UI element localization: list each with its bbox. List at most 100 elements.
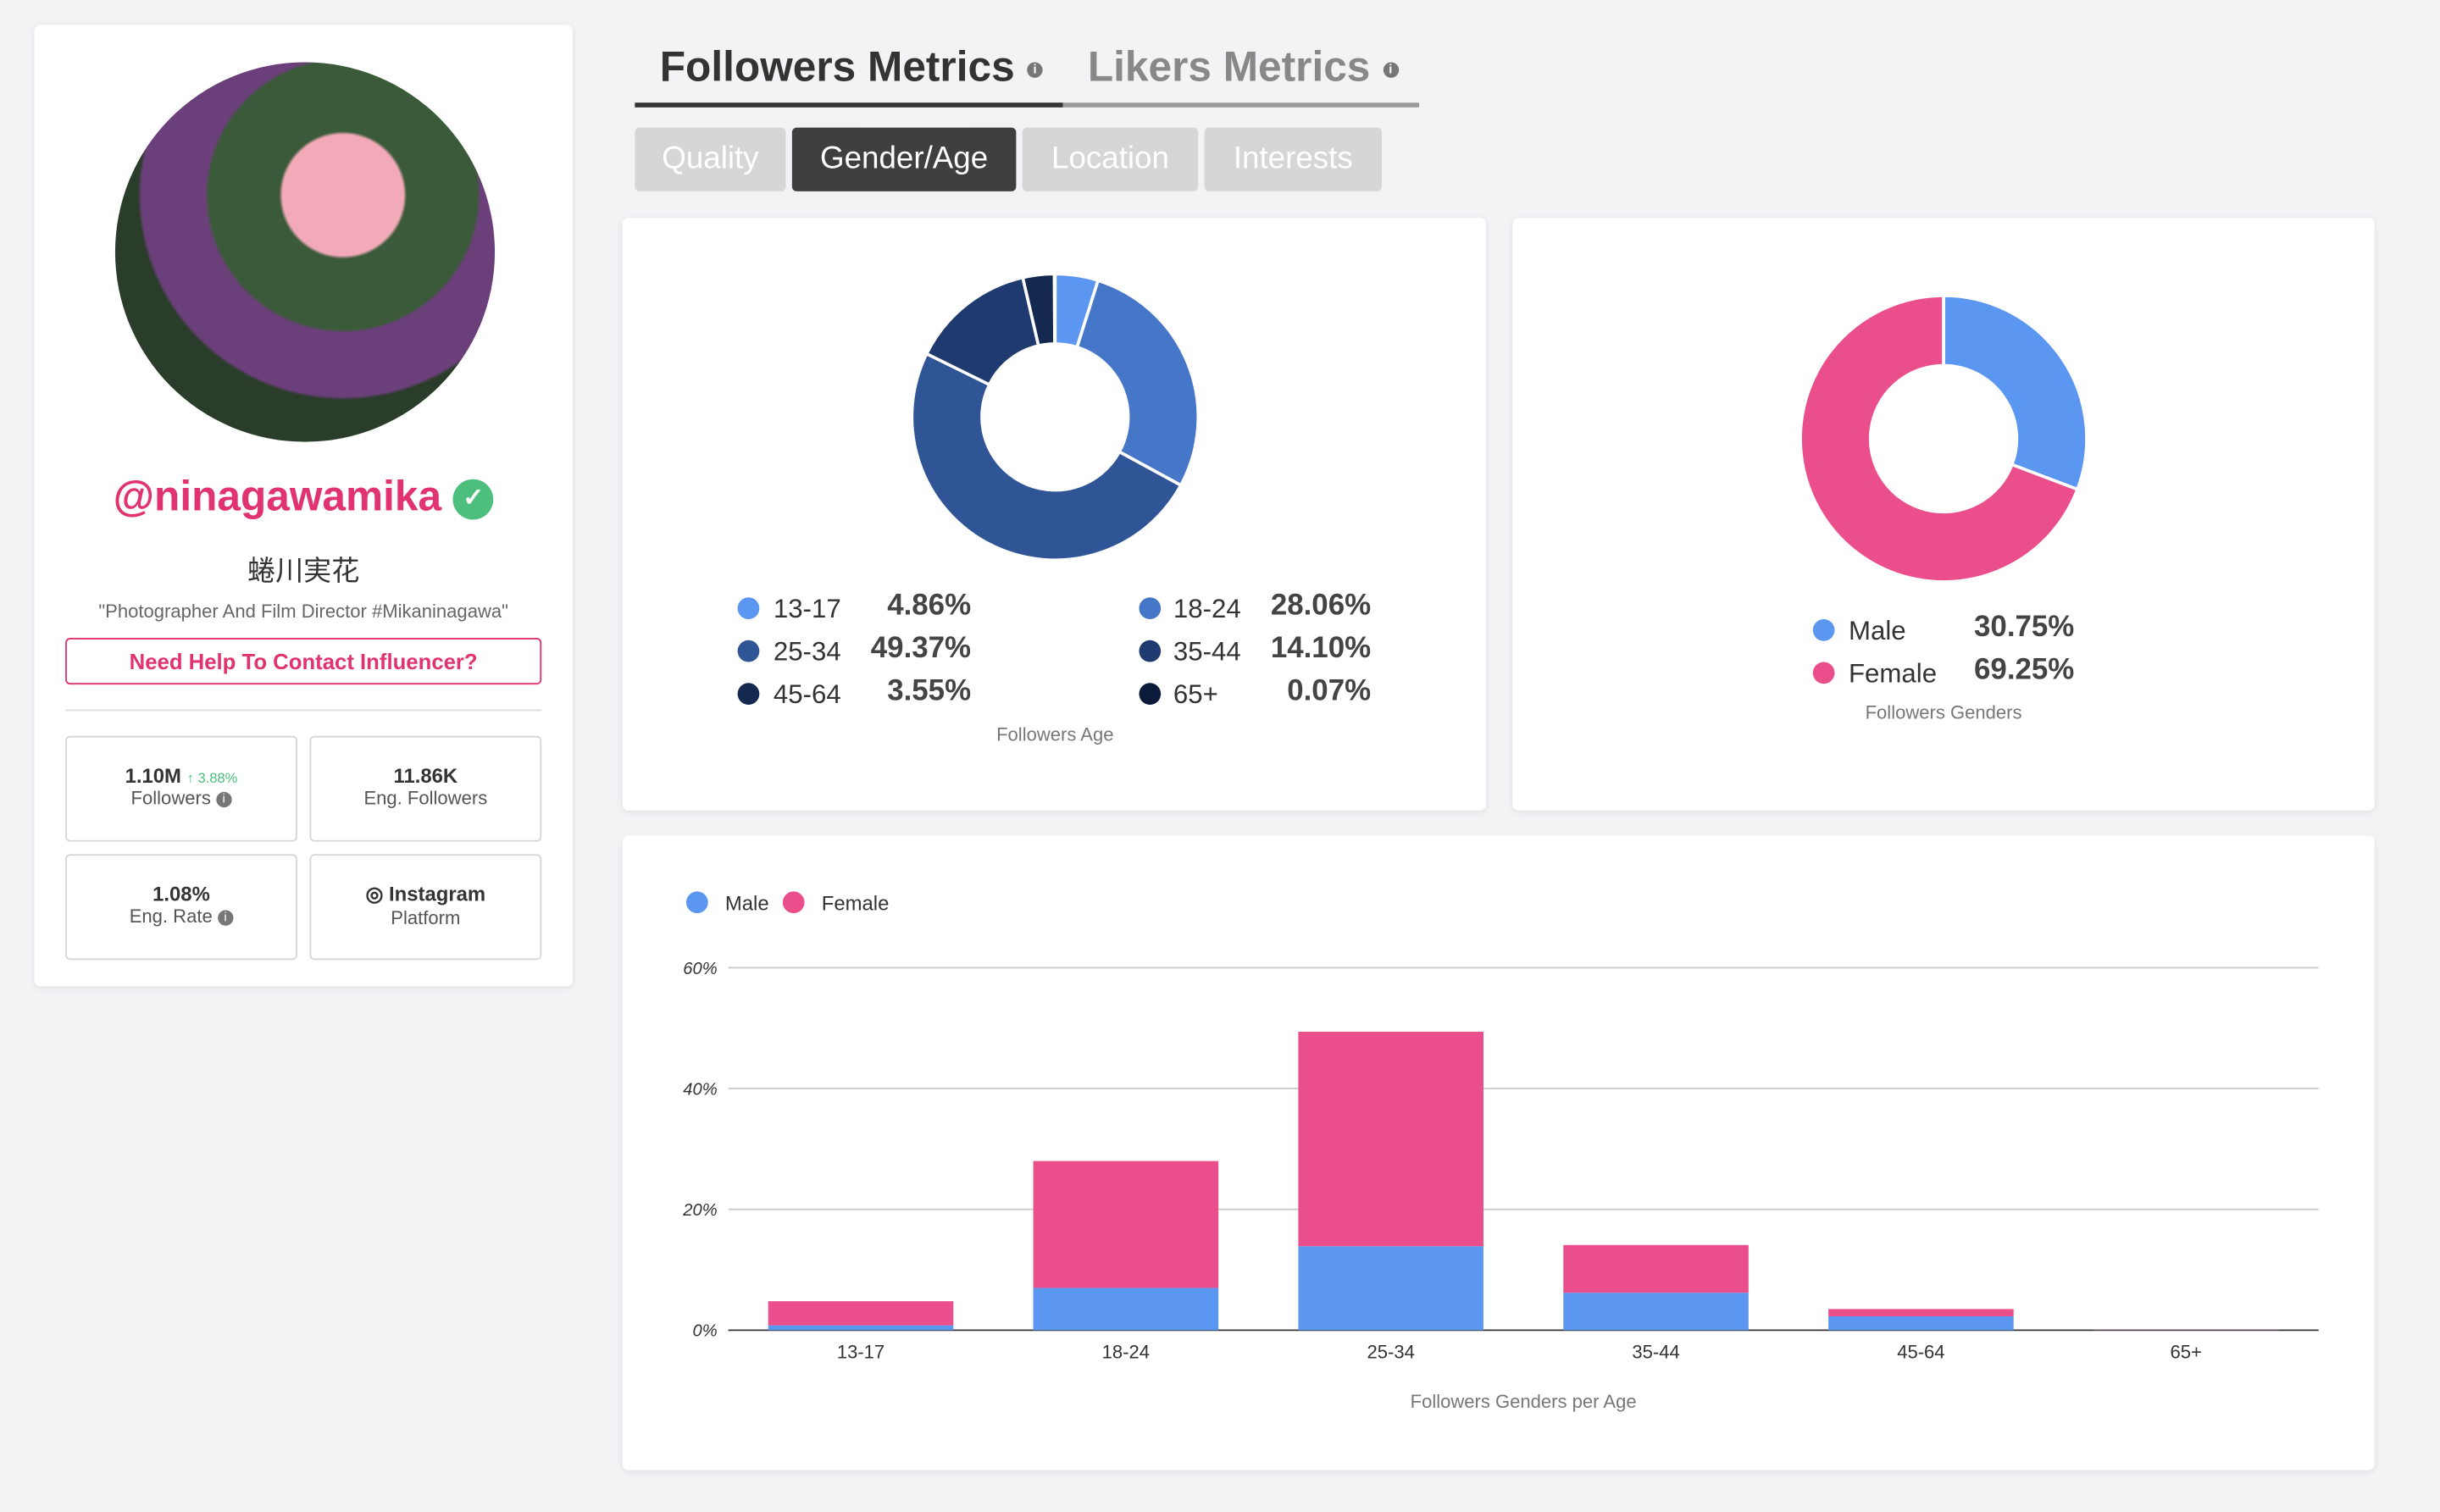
- legend-marker: [737, 683, 760, 706]
- handle-row: @ninagawamika ✓: [34, 473, 572, 521]
- subtab[interactable]: Quality: [635, 127, 786, 191]
- stat-change: ↑ 3.88%: [186, 770, 238, 786]
- handle: @ninagawamika: [113, 473, 442, 520]
- stat-value-text: Instagram: [389, 882, 486, 906]
- chart: Male 30.75% Female 69.25% Followers Genders: [1799, 294, 2088, 723]
- chart: 13-17 4.86% 18-24 28.06% 25-34 49.37% 35-44 14.…: [737, 272, 1371, 745]
- tab-underline-active: [635, 102, 1063, 108]
- bar-segment: [768, 1301, 954, 1326]
- info-icon: i: [1383, 62, 1399, 78]
- legend-label: 65+: [1173, 679, 1218, 709]
- legend-marker: [737, 597, 760, 620]
- bio: "Photographer And Film Director #Mikanin…: [98, 600, 508, 623]
- chart-card: Male 30.75% Female 69.25% Followers Genders: [1512, 218, 2375, 811]
- avatar: [114, 62, 496, 442]
- tab-label: Followers Metrics: [659, 43, 1015, 91]
- bar-segment: [1828, 1309, 2014, 1316]
- info-icon[interactable]: i: [216, 791, 232, 807]
- legend-label: Female: [822, 892, 890, 915]
- tab-label: Likers Metrics: [1087, 43, 1371, 91]
- legend-marker: [1139, 683, 1162, 706]
- subtab[interactable]: Location: [1022, 127, 1199, 191]
- x-tick-label: 35-44: [1632, 1341, 1679, 1362]
- bar-segment: [1298, 1246, 1483, 1331]
- x-tick-label: 65+: [2171, 1341, 2202, 1362]
- stat-label: Eng. Followers: [363, 787, 488, 810]
- value-label: 3.55%: [887, 674, 971, 707]
- value-label: 0.07%: [1287, 674, 1371, 707]
- stat-box: 1.08% Eng. Rate i: [65, 854, 297, 961]
- bar-segment: [1563, 1244, 1749, 1293]
- legend-label: 13-17: [774, 594, 841, 623]
- full-name: 蜷川実花: [247, 555, 360, 587]
- stat-value: 1.10M ↑ 3.88%: [67, 764, 296, 788]
- legend-label: 45-64: [774, 679, 841, 709]
- divider: [65, 709, 542, 712]
- stat-change-text: 3.88%: [197, 770, 238, 786]
- y-tick-label: 60%: [683, 960, 717, 978]
- bar-segment: [1828, 1315, 2014, 1331]
- chart-card: 0% 20% 40% 60% 13-17 18-24 25-34 35-44 45-64 65+ M…: [622, 835, 2375, 1470]
- stat-label: Followers: [130, 787, 211, 810]
- stat-value: 1.08%: [152, 882, 210, 906]
- x-tick-label: 25-34: [1367, 1341, 1415, 1362]
- y-tick-label: 0%: [693, 1322, 718, 1341]
- verified-badge: ✓: [452, 479, 494, 520]
- contact-button[interactable]: Need Help To Contact Influencer?: [65, 638, 542, 685]
- legend-marker: [1139, 640, 1162, 662]
- legend-label: Male: [725, 892, 769, 915]
- y-tick-label: 40%: [683, 1080, 717, 1099]
- donut-slice: [910, 352, 1184, 562]
- bar-segment: [1563, 1293, 1749, 1331]
- stat-box: 11.86K Eng. Followers: [309, 735, 542, 842]
- value-label: 28.06%: [1271, 588, 1371, 621]
- chart: 0% 20% 40% 60% 13-17 18-24 25-34 35-44 45-64 65+ M…: [682, 891, 2319, 1412]
- value-label: 30.75%: [1974, 610, 2074, 643]
- profile-card: @ninagawamika ✓ 蜷川実花 "Photographer And F…: [34, 25, 573, 987]
- chart-caption: Followers Genders per Age: [1411, 1391, 1637, 1412]
- info-icon[interactable]: i: [217, 910, 234, 926]
- legend-marker: [782, 891, 805, 914]
- legend-label: Female: [1849, 658, 1937, 688]
- value-label: 14.10%: [1271, 631, 1371, 664]
- legend-marker: [1812, 662, 1835, 684]
- chart-caption: Followers Age: [996, 723, 1113, 745]
- info-icon: i: [1027, 62, 1043, 78]
- subtab[interactable]: Gender/Age: [791, 127, 1017, 191]
- stat-box: ◎ Instagram Platform: [309, 854, 542, 961]
- legend-marker: [685, 891, 708, 914]
- bar-segment: [1033, 1288, 1219, 1331]
- legend-marker: [737, 640, 760, 662]
- value-label: 69.25%: [1974, 653, 2074, 686]
- stat-value: ◎ Instagram: [365, 882, 486, 906]
- chart-card: 13-17 4.86% 18-24 28.06% 25-34 49.37% 35-44 14.…: [622, 218, 1487, 811]
- donut-slice: [1942, 294, 2088, 492]
- stat-label: Eng. Rate: [129, 905, 213, 928]
- value-label: 4.86%: [887, 588, 971, 621]
- donut-slice: [1052, 272, 1057, 346]
- legend-label: Male: [1849, 616, 1906, 645]
- value-label: 49.37%: [871, 631, 971, 664]
- stat-value: 11.86K: [393, 763, 458, 788]
- metric-tab[interactable]: Likers Metrics i: [1088, 43, 1399, 91]
- stat-label: Platform: [391, 906, 461, 929]
- metric-tab[interactable]: Followers Metrics i: [660, 43, 1043, 91]
- legend-label: 18-24: [1173, 594, 1241, 623]
- chart-caption: Followers Genders: [1866, 702, 2022, 723]
- legend-marker: [1139, 597, 1162, 620]
- bar-segment: [768, 1325, 954, 1331]
- x-tick-label: 13-17: [837, 1341, 884, 1362]
- donut-slice: [1799, 294, 2080, 584]
- donut-slice: [1074, 278, 1201, 488]
- bar-segment: [1298, 1032, 1483, 1247]
- x-tick-label: 18-24: [1102, 1341, 1150, 1362]
- subtab[interactable]: Interests: [1204, 127, 1382, 191]
- legend-label: 35-44: [1173, 637, 1241, 667]
- y-tick-label: 20%: [682, 1201, 717, 1220]
- legend-label: 25-34: [774, 637, 841, 667]
- stat-box: 1.10M ↑ 3.88% Followers i: [65, 735, 297, 842]
- bar-segment: [1033, 1160, 1219, 1288]
- x-tick-label: 45-64: [1897, 1341, 1944, 1362]
